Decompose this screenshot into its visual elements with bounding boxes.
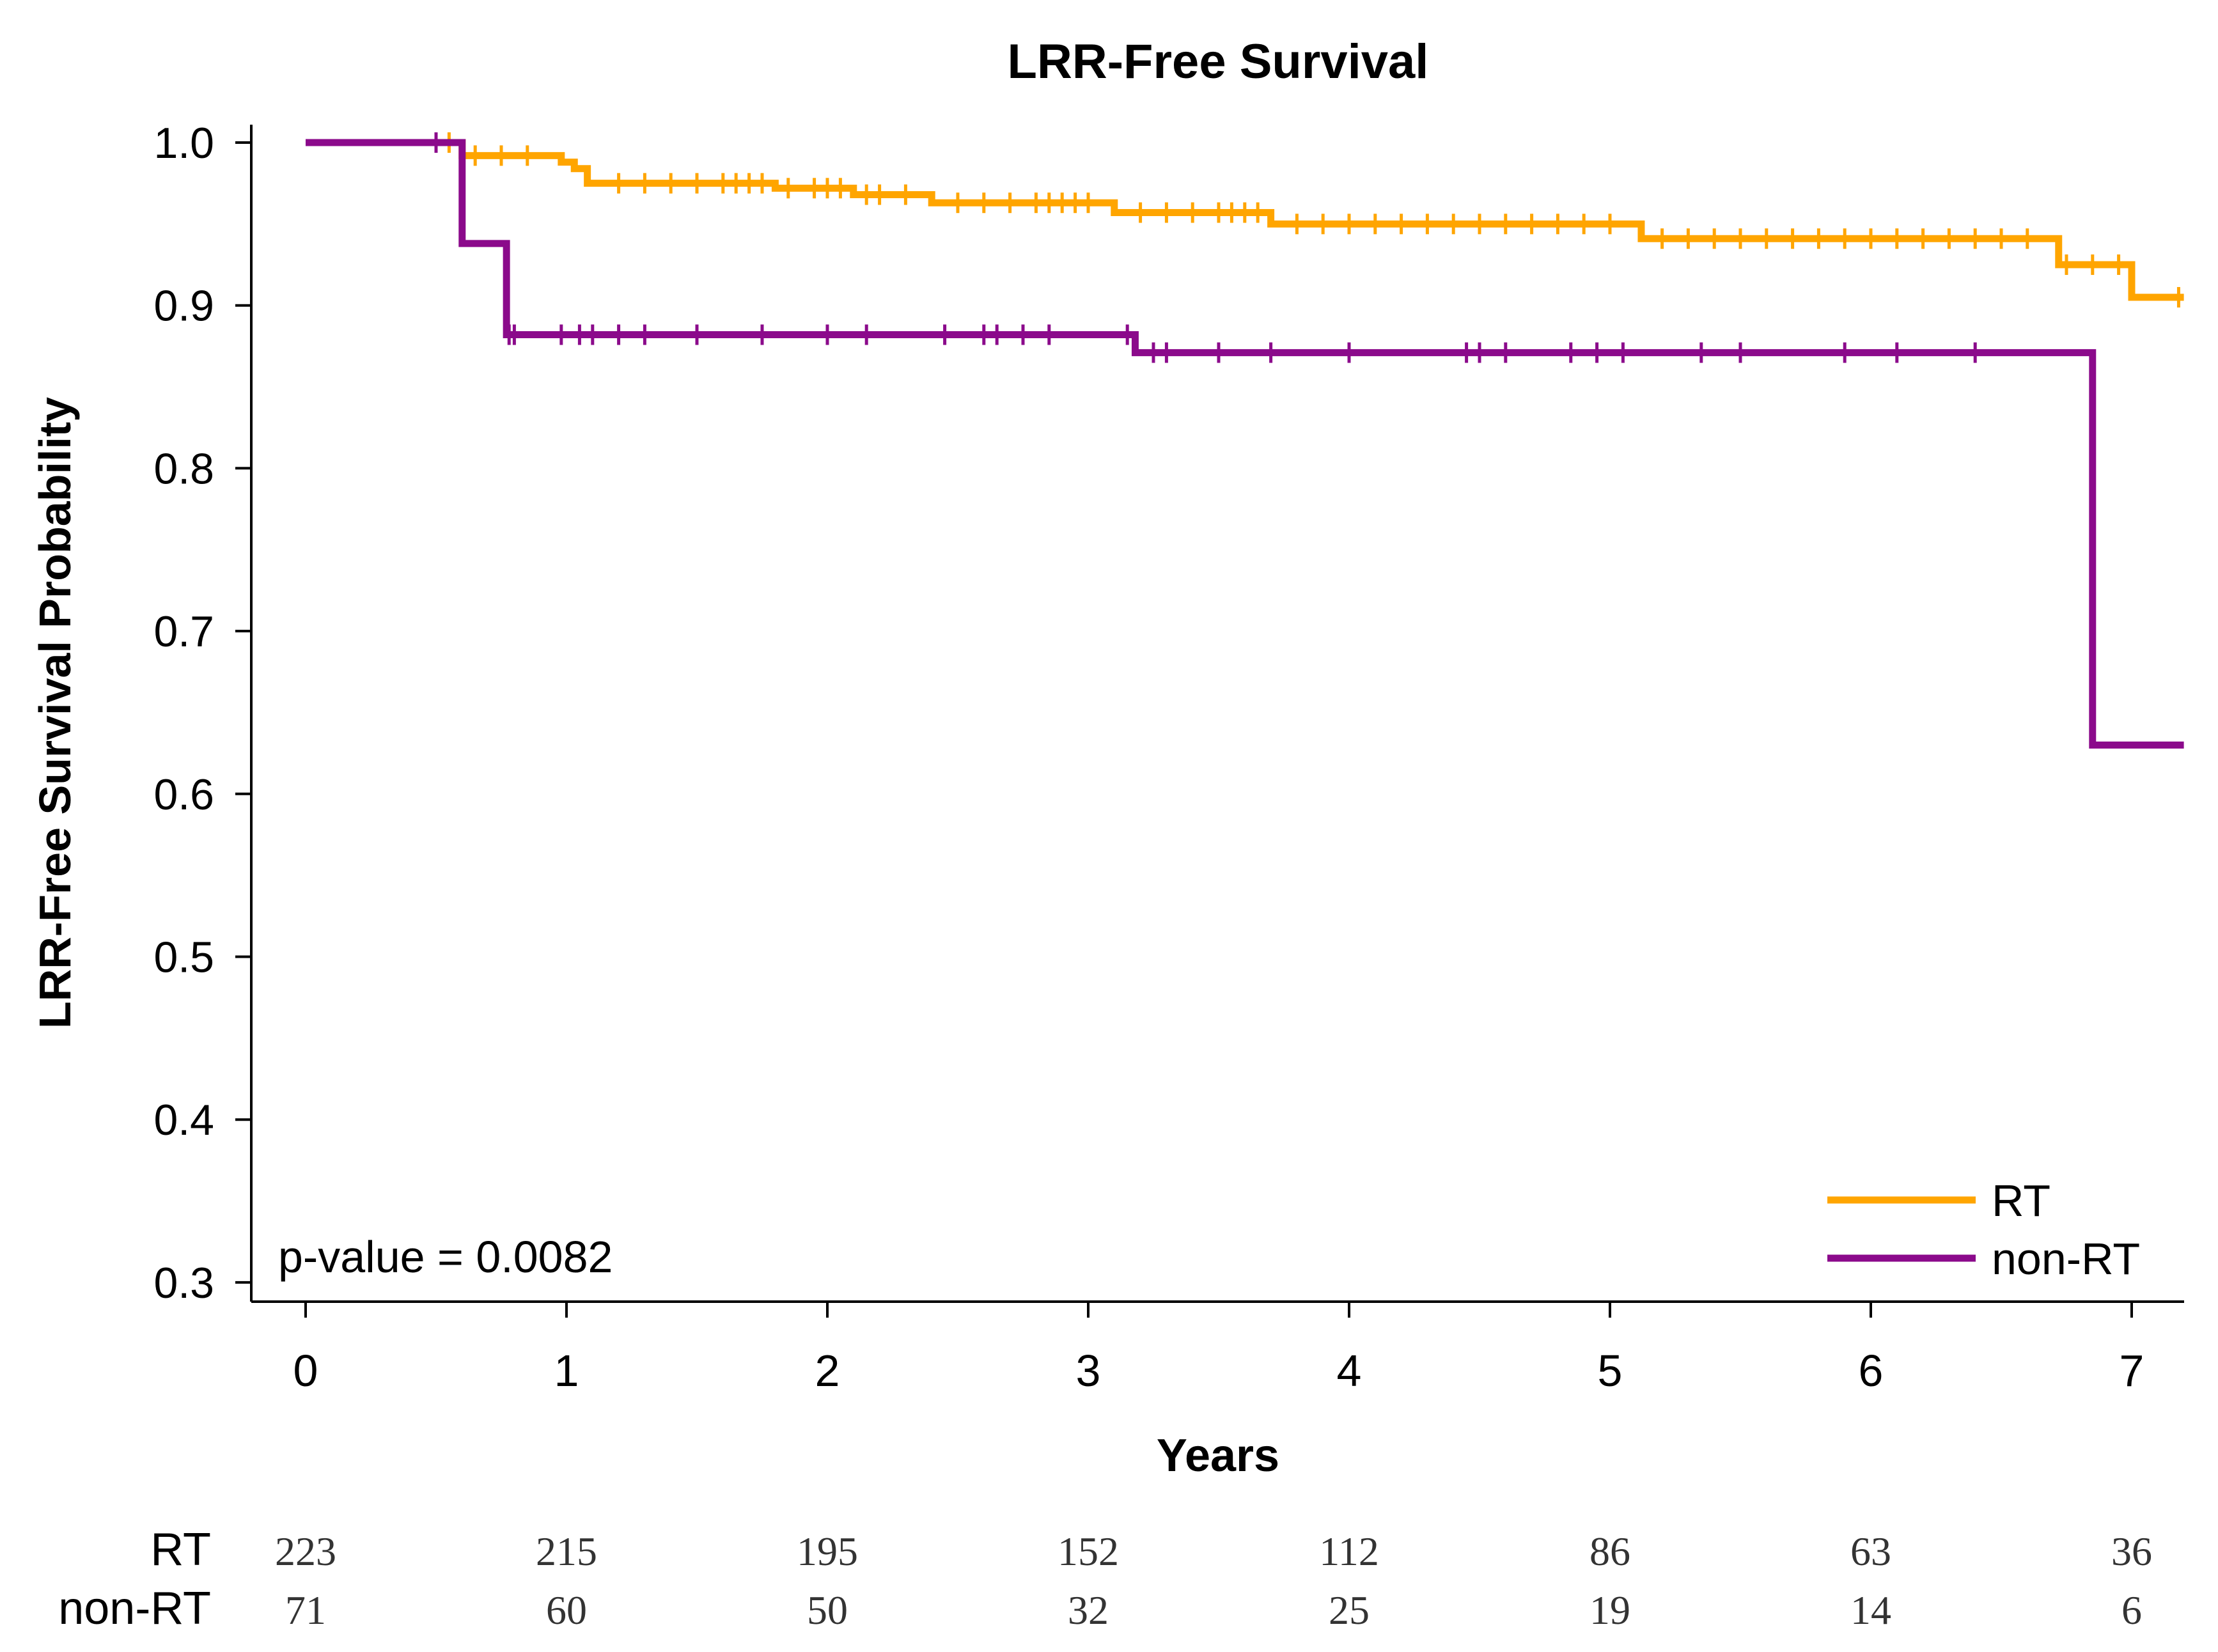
x-tick-label: 2 xyxy=(815,1346,840,1396)
risk-count: 63 xyxy=(1850,1529,1891,1574)
risk-row-label: non-RT xyxy=(58,1583,211,1634)
x-tick-label: 5 xyxy=(1598,1346,1623,1396)
y-tick-label: 1.0 xyxy=(153,119,214,168)
risk-count: 6 xyxy=(2121,1587,2142,1633)
legend-label-rt: RT xyxy=(1992,1176,2050,1226)
risk-count: 14 xyxy=(1850,1587,1891,1633)
risk-count: 112 xyxy=(1319,1529,1379,1574)
y-tick-label: 0.3 xyxy=(153,1259,214,1307)
risk-count: 152 xyxy=(1058,1529,1119,1574)
x-tick-label: 7 xyxy=(2120,1346,2144,1396)
risk-count: 223 xyxy=(275,1529,336,1574)
risk-count: 86 xyxy=(1589,1529,1630,1574)
x-tick-label: 4 xyxy=(1337,1346,1362,1396)
legend-label-non-rt: non-RT xyxy=(1992,1234,2140,1284)
x-tick-label: 3 xyxy=(1076,1346,1101,1396)
risk-count: 25 xyxy=(1329,1587,1370,1633)
y-tick-label: 0.8 xyxy=(153,444,214,493)
x-tick-label: 1 xyxy=(554,1346,579,1396)
x-tick-label: 6 xyxy=(1859,1346,1884,1396)
y-tick-label: 0.7 xyxy=(153,607,214,656)
risk-table: RT 223 215 195 152 112 86 63 36 non-RT 71 60 50 32 25 1… xyxy=(58,1524,2152,1634)
y-axis-label: LRR-Free Survival Probability xyxy=(30,397,80,1029)
x-tick-label: 0 xyxy=(293,1346,318,1396)
y-tick-label: 0.5 xyxy=(153,933,214,982)
x-axis-label: Years xyxy=(1157,1430,1279,1481)
y-tick-label: 0.9 xyxy=(153,282,214,331)
risk-count: 215 xyxy=(536,1529,597,1574)
risk-count: 19 xyxy=(1589,1587,1630,1633)
curve-non-rt xyxy=(306,139,2184,749)
risk-count: 195 xyxy=(797,1529,858,1574)
chart-title: LRR-Free Survival xyxy=(1008,35,1429,89)
axes xyxy=(250,125,2184,1303)
risk-count: 36 xyxy=(2111,1529,2152,1574)
curve-rt xyxy=(306,139,2184,301)
y-tick-label: 0.6 xyxy=(153,770,214,819)
y-tick-label: 0.4 xyxy=(153,1096,214,1144)
risk-count: 71 xyxy=(285,1587,326,1633)
risk-row-label: RT xyxy=(150,1524,211,1575)
risk-count: 60 xyxy=(546,1587,587,1633)
legend: RT non-RT xyxy=(1827,1176,2140,1284)
risk-count: 50 xyxy=(807,1587,848,1633)
risk-count: 32 xyxy=(1068,1587,1109,1633)
p-value-annotation: p-value = 0.0082 xyxy=(278,1232,613,1282)
